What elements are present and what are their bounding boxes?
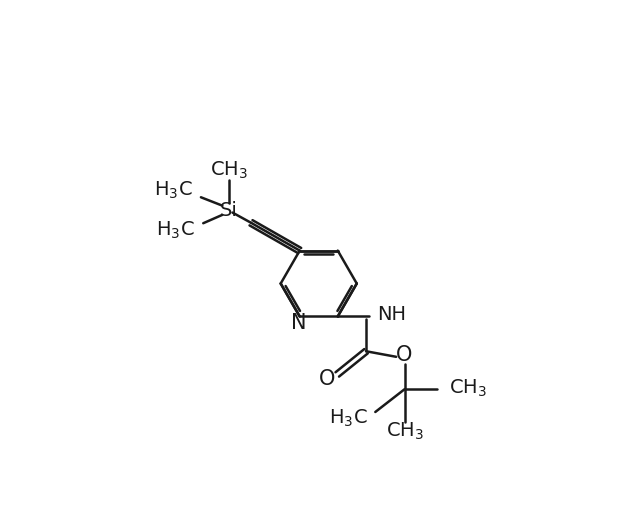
Text: H$_3$C: H$_3$C bbox=[154, 180, 193, 201]
Text: H$_3$C: H$_3$C bbox=[156, 220, 195, 241]
Text: O: O bbox=[396, 345, 413, 365]
Text: NH: NH bbox=[377, 305, 406, 324]
Text: H$_3$C: H$_3$C bbox=[329, 407, 367, 428]
Text: CH$_3$: CH$_3$ bbox=[210, 159, 248, 181]
Text: CH$_3$: CH$_3$ bbox=[385, 421, 424, 442]
Text: O: O bbox=[319, 369, 335, 389]
Text: Si: Si bbox=[220, 201, 237, 220]
Text: CH$_3$: CH$_3$ bbox=[449, 378, 486, 399]
Text: N: N bbox=[291, 313, 306, 333]
